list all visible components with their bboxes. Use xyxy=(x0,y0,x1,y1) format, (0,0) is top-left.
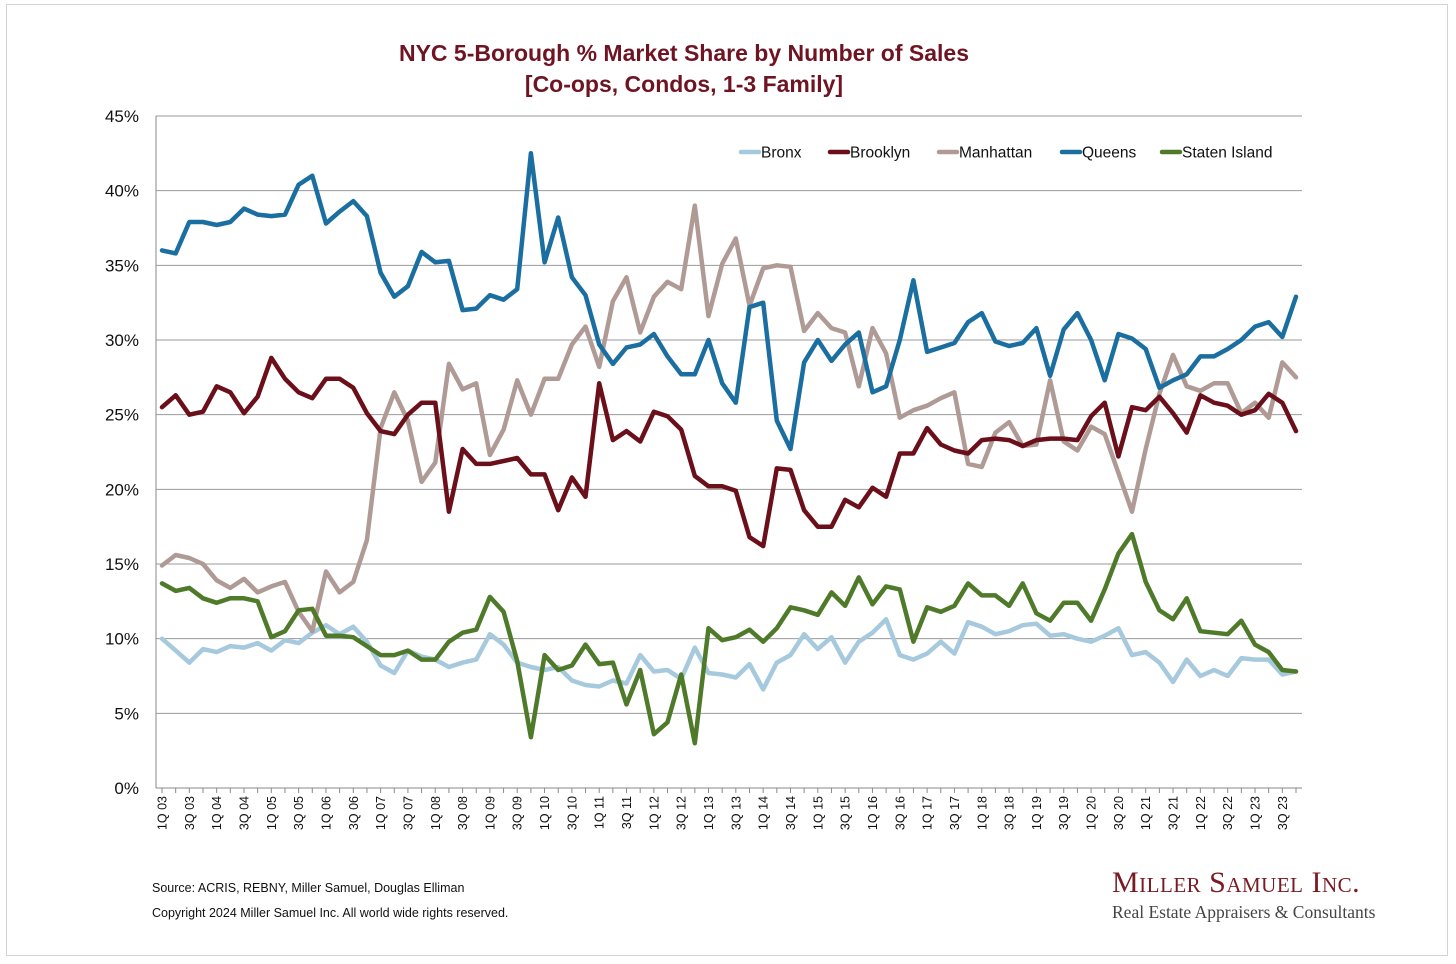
x-tick-label: 3Q 05 xyxy=(292,796,306,830)
x-tick-label: 1Q 11 xyxy=(593,796,607,829)
y-tick-label: 0% xyxy=(114,779,139,798)
x-tick-label: 3Q 22 xyxy=(1221,796,1235,830)
axes xyxy=(155,116,1302,789)
x-tick-label: 1Q 04 xyxy=(210,796,224,830)
legend-item-queens: Queens xyxy=(1059,145,1137,162)
legend-label: Brooklyn xyxy=(850,145,910,162)
copyright-note: Copyright 2024 Miller Samuel Inc. All wo… xyxy=(152,906,509,920)
x-tick-label: 3Q 08 xyxy=(456,796,470,830)
legend-label: Queens xyxy=(1082,145,1137,162)
y-tick-label: 40% xyxy=(105,182,139,201)
y-tick-label: 25% xyxy=(105,406,139,425)
x-tick-label: 3Q 03 xyxy=(183,796,197,830)
x-tick-label: 3Q 09 xyxy=(511,796,525,830)
x-tick-label: 1Q 14 xyxy=(757,796,771,830)
x-tick-label: 1Q 16 xyxy=(866,796,880,830)
legend-item-bronx: Bronx xyxy=(738,145,802,162)
x-tick-label: 1Q 08 xyxy=(429,796,443,830)
series-lines xyxy=(159,151,1299,746)
legend-label: Manhattan xyxy=(959,145,1032,162)
logo-name: Miller Samuel Inc. xyxy=(1112,866,1361,899)
y-tick-label: 5% xyxy=(114,704,139,723)
x-tick-label: 1Q 13 xyxy=(702,796,716,830)
legend-item-manhattan: Manhattan xyxy=(936,145,1032,162)
series-line-manhattan xyxy=(159,203,1299,634)
x-tick-label: 3Q 23 xyxy=(1276,796,1290,830)
y-tick-label: 35% xyxy=(105,256,139,275)
x-tick-label: 1Q 15 xyxy=(811,796,825,830)
x-tick-label: 3Q 13 xyxy=(729,796,743,830)
y-tick-label: 15% xyxy=(105,555,139,574)
x-tick-label: 3Q 21 xyxy=(1167,796,1181,830)
y-tick-label: 45% xyxy=(105,107,139,126)
x-axis-ticks: 1Q 03 3Q 03 1Q 04 3Q 04 1Q 05 3Q 05 1Q 06 3Q 06… xyxy=(156,788,1297,830)
chart-frame xyxy=(6,4,1448,956)
y-axis-ticks: 0% 5% 10% 15% 20% 25% 30% 35% 40% 45% xyxy=(105,107,139,798)
legend-label: Bronx xyxy=(761,145,802,162)
x-tick-label: 1Q 21 xyxy=(1139,796,1153,830)
x-tick-label: 1Q 22 xyxy=(1194,796,1208,830)
x-tick-label: 3Q 06 xyxy=(347,796,361,830)
x-tick-label: 1Q 07 xyxy=(374,796,388,830)
y-tick-label: 10% xyxy=(105,630,139,649)
company-logo: Miller Samuel Inc. Real Estate Appraiser… xyxy=(1112,866,1412,923)
x-tick-label: 3Q 19 xyxy=(1057,796,1071,830)
x-tick-label: 1Q 20 xyxy=(1085,796,1099,830)
x-tick-label: 1Q 09 xyxy=(483,796,497,830)
y-tick-label: 30% xyxy=(105,331,139,350)
x-tick-label: 3Q 11 xyxy=(620,796,634,829)
series-line-queens xyxy=(159,151,1299,452)
x-tick-label: 3Q 10 xyxy=(565,796,579,830)
x-tick-label: 1Q 06 xyxy=(319,796,333,830)
x-tick-label: 1Q 05 xyxy=(265,796,279,830)
logo-tagline: Real Estate Appraisers & Consultants xyxy=(1112,902,1376,922)
series-line-bronx xyxy=(159,617,1299,692)
x-tick-label: 3Q 20 xyxy=(1112,796,1126,830)
legend-item-brooklyn: Brooklyn xyxy=(827,145,910,162)
y-tick-label: 20% xyxy=(105,480,139,499)
x-tick-label: 3Q 07 xyxy=(401,796,415,830)
chart-subtitle: [Co-ops, Condos, 1-3 Family] xyxy=(525,71,843,97)
x-tick-label: 1Q 10 xyxy=(538,796,552,830)
x-tick-label: 3Q 14 xyxy=(784,796,798,830)
legend-label: Staten Island xyxy=(1182,145,1272,162)
x-tick-label: 3Q 04 xyxy=(237,796,251,830)
x-tick-label: 3Q 16 xyxy=(893,796,907,830)
x-tick-label: 3Q 17 xyxy=(948,796,962,830)
x-tick-label: 1Q 03 xyxy=(156,796,170,830)
x-tick-label: 3Q 12 xyxy=(675,796,689,830)
x-tick-label: 1Q 18 xyxy=(975,796,989,830)
series-line-brooklyn xyxy=(159,355,1299,549)
source-note: Source: ACRIS, REBNY, Miller Samuel, Dou… xyxy=(152,881,465,895)
x-tick-label: 1Q 17 xyxy=(921,796,935,830)
x-tick-label: 1Q 23 xyxy=(1249,796,1263,830)
series-line-staten-island xyxy=(159,531,1299,746)
legend: Bronx Brooklyn Manhattan Queens Staten Islan… xyxy=(738,145,1272,162)
x-tick-label: 1Q 19 xyxy=(1030,796,1044,830)
x-tick-label: 3Q 15 xyxy=(839,796,853,830)
chart-title: NYC 5-Borough % Market Share by Number o… xyxy=(399,40,969,66)
x-tick-label: 1Q 12 xyxy=(647,796,661,830)
x-tick-label: 3Q 18 xyxy=(1003,796,1017,830)
legend-item-staten-island: Staten Island xyxy=(1159,145,1272,162)
